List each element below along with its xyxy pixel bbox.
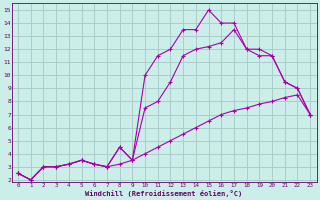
X-axis label: Windchill (Refroidissement éolien,°C): Windchill (Refroidissement éolien,°C) <box>85 190 243 197</box>
